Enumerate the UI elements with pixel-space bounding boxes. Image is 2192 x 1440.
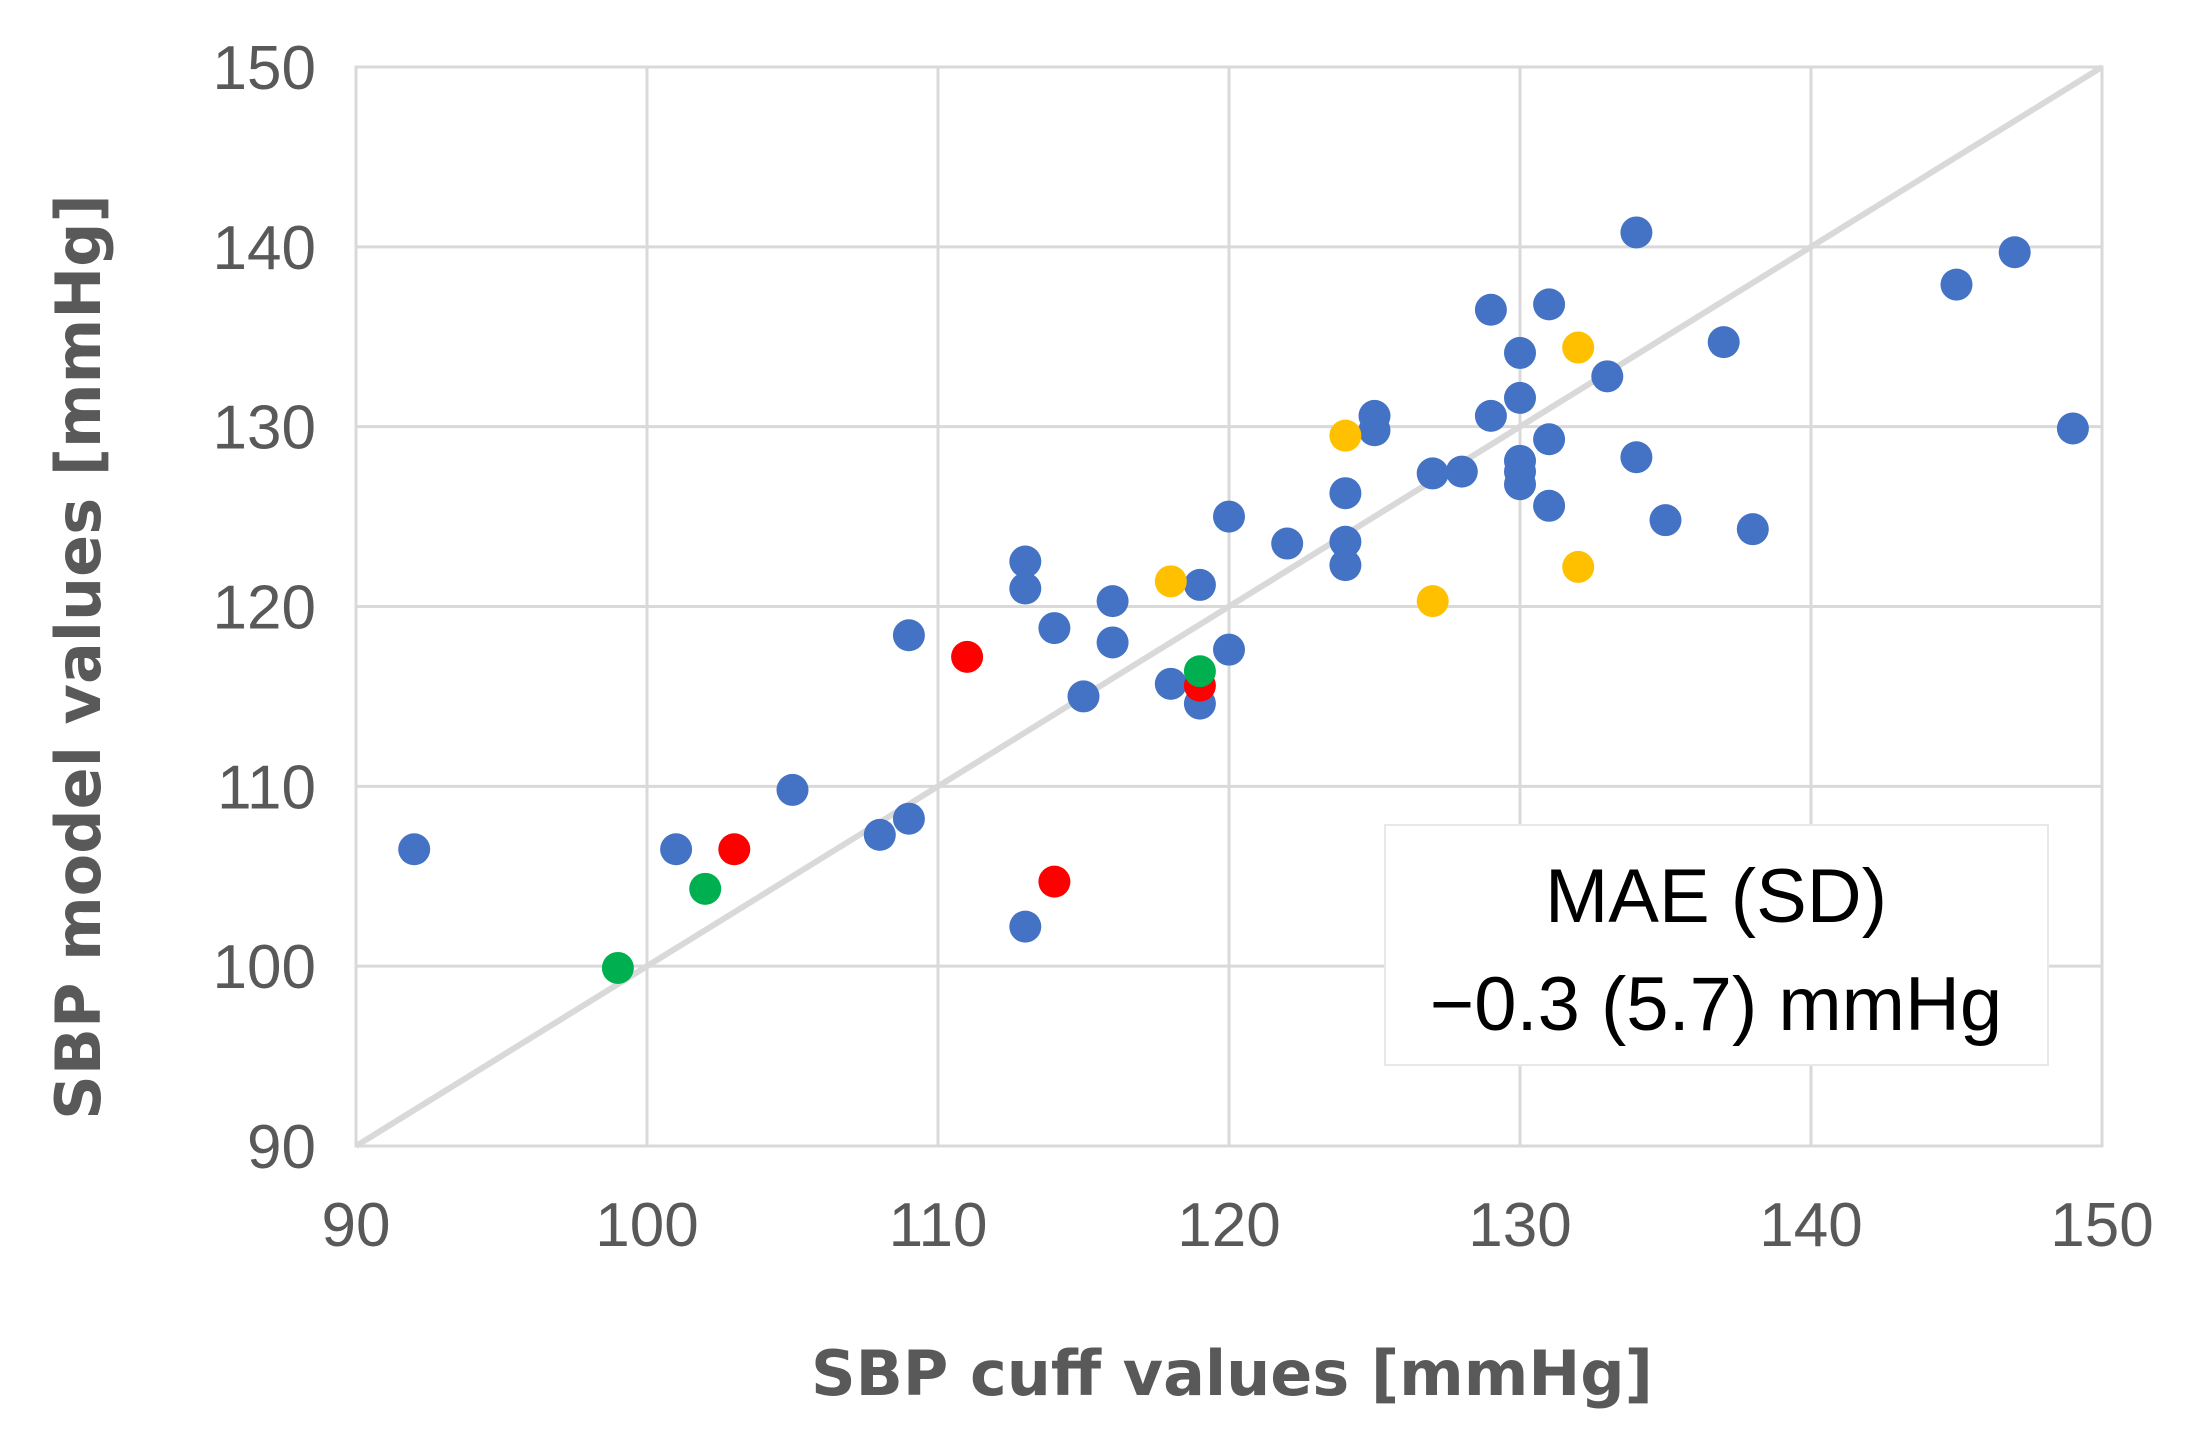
x-tick-label: 120 <box>1177 1191 1280 1260</box>
data-point-blue <box>1009 910 1042 943</box>
data-point-blue <box>1329 477 1362 510</box>
data-point-blue <box>1533 489 1566 522</box>
data-point-blue <box>1620 441 1653 474</box>
data-point-blue <box>1416 457 1449 490</box>
data-point-green <box>689 872 722 905</box>
data-point-blue <box>1009 545 1042 578</box>
data-point-blue <box>1183 568 1216 601</box>
data-point-blue <box>660 833 693 866</box>
data-point-blue <box>1533 423 1566 456</box>
x-tick-label: 130 <box>1468 1191 1571 1260</box>
data-point-blue <box>1504 336 1536 369</box>
data-point-yellow <box>1562 331 1595 364</box>
data-point-blue <box>1533 288 1566 321</box>
identity-line <box>354 64 2104 1149</box>
x-tick-label: 140 <box>1759 1191 1862 1260</box>
y-tick-label: 90 <box>247 1113 316 1182</box>
data-point-blue <box>1271 527 1304 560</box>
data-point-blue <box>776 773 809 806</box>
data-point-blue <box>1736 513 1769 546</box>
data-point-blue <box>1707 326 1740 359</box>
data-point-blue <box>892 802 925 835</box>
data-point-yellow <box>1562 550 1595 583</box>
y-tick-label: 130 <box>213 394 316 463</box>
x-tick-labels: 90 100 110 120 130 140 150 <box>322 1191 2154 1260</box>
data-point-blue <box>1591 360 1624 393</box>
annotation-box: MAE (SD) −0.3 (5.7) mmHg <box>1384 824 2049 1066</box>
data-point-blue <box>1998 236 2031 269</box>
annotation-background <box>1384 824 2049 1066</box>
data-point-yellow <box>1416 585 1449 618</box>
data-point-yellow <box>1154 565 1187 598</box>
annotation-line-2: −0.3 (5.7) mmHg <box>1430 962 2002 1047</box>
data-point-red <box>1038 865 1071 898</box>
data-point-blue <box>1358 399 1391 432</box>
data-point-blue <box>1154 667 1187 700</box>
data-point-blue <box>1009 572 1042 605</box>
data-point-yellow <box>1329 419 1362 452</box>
x-tick-label: 150 <box>2050 1191 2153 1260</box>
data-point-blue <box>1213 633 1245 666</box>
data-point-blue <box>1474 399 1507 432</box>
data-point-blue <box>1067 680 1100 713</box>
x-tick-label: 110 <box>889 1191 988 1260</box>
data-point-blue <box>1096 626 1129 659</box>
data-point-blue <box>1504 381 1536 414</box>
x-axis-title: SBP cuff values [mmHg] <box>811 1337 1653 1410</box>
y-tick-label: 120 <box>213 574 316 643</box>
data-point-blue <box>1445 455 1478 488</box>
y-tick-label: 150 <box>213 34 316 103</box>
data-point-blue <box>863 818 896 851</box>
data-point-blue <box>1649 504 1682 537</box>
y-tick-labels: 90 100 110 120 130 140 150 <box>213 34 316 1182</box>
data-point-blue <box>398 833 431 866</box>
y-tick-label: 110 <box>217 753 316 822</box>
x-tick-label: 90 <box>322 1191 391 1260</box>
data-point-blue <box>1504 444 1536 477</box>
data-point-blue <box>2056 412 2089 445</box>
data-point-blue <box>1038 612 1071 645</box>
y-axis-title: SBP model values [mmHg] <box>42 194 115 1120</box>
data-points <box>398 216 2089 984</box>
data-point-green <box>1183 655 1216 688</box>
data-point-blue <box>892 619 925 652</box>
y-tick-label: 140 <box>213 214 316 283</box>
plot-frame <box>354 65 2104 1148</box>
data-point-blue <box>1474 293 1507 326</box>
data-point-blue <box>1213 500 1245 533</box>
data-point-blue <box>1329 525 1362 558</box>
data-point-red <box>951 640 984 673</box>
data-point-blue <box>1940 268 1973 301</box>
data-point-green <box>601 951 634 984</box>
data-point-blue <box>1329 549 1362 582</box>
y-tick-label: 100 <box>213 933 316 1002</box>
data-point-blue <box>1096 585 1129 618</box>
annotation-line-1: MAE (SD) <box>1545 854 1887 939</box>
data-point-red <box>718 833 751 866</box>
data-point-blue <box>1620 216 1653 249</box>
x-tick-label: 100 <box>595 1191 698 1260</box>
